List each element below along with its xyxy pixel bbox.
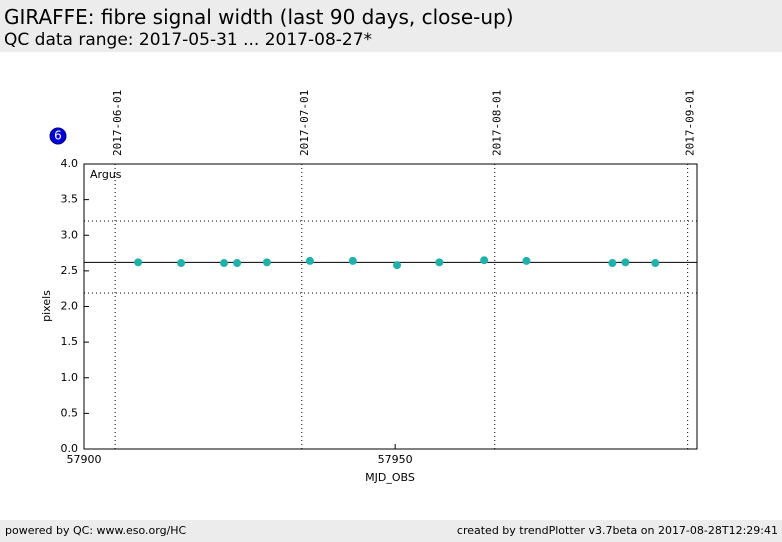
point	[348, 256, 357, 265]
point	[608, 259, 617, 268]
footer-right: created by trendPlotter v3.7beta on 2017…	[456, 524, 778, 537]
title: GIRAFFE: fibre signal width (last 90 day…	[4, 5, 514, 29]
date-tick-label: 2017-07-01	[298, 90, 311, 156]
y-axis-label: pixels	[40, 290, 53, 322]
point	[435, 258, 444, 267]
y-tick-label: 2.5	[61, 264, 79, 277]
point	[393, 261, 402, 270]
x-tick-label: 57900	[67, 453, 102, 466]
footer-left: powered by QC: www.eso.org/HC	[5, 524, 187, 537]
header: GIRAFFE: fibre signal width (last 90 day…	[0, 0, 782, 52]
x-axis-label: MJD_OBS	[365, 471, 415, 484]
point	[651, 259, 660, 268]
chart: 6 Argus MJD_OBS pixels 0.0 0.5 1.0 1.5 2.0 2.…	[40, 90, 698, 484]
point	[522, 256, 531, 265]
plot-frame	[83, 163, 698, 450]
y-tick-label: 1.5	[61, 335, 79, 348]
point	[480, 256, 489, 265]
date-tick-label: 2017-09-01	[684, 90, 697, 156]
y-tick-label: 3.5	[61, 193, 79, 206]
y-tick-label: 0.5	[61, 406, 79, 419]
date-tick-label: 2017-08-01	[491, 90, 504, 156]
point	[220, 259, 229, 268]
y-tick-label: 1.0	[61, 371, 79, 384]
footer: powered by QC: www.eso.org/HC created by…	[0, 520, 782, 542]
y-tick-label: 0.0	[61, 442, 79, 455]
point	[262, 258, 271, 267]
y-tick-label: 4.0	[61, 157, 79, 170]
plot-label: Argus	[90, 168, 122, 181]
date-tick-label: 2017-06-01	[111, 90, 124, 156]
point	[134, 258, 143, 267]
badge-circle	[49, 127, 67, 145]
y-tick-label: 3.0	[61, 228, 79, 241]
x-tick-label: 57950	[378, 453, 413, 466]
point	[305, 256, 314, 265]
point	[177, 259, 186, 268]
y-tick-label: 2.0	[61, 300, 79, 313]
subtitle: QC data range: 2017-05-31 ... 2017-08-27…	[4, 30, 373, 50]
point	[621, 258, 630, 267]
point	[233, 259, 242, 268]
badge: 6	[54, 129, 62, 143]
